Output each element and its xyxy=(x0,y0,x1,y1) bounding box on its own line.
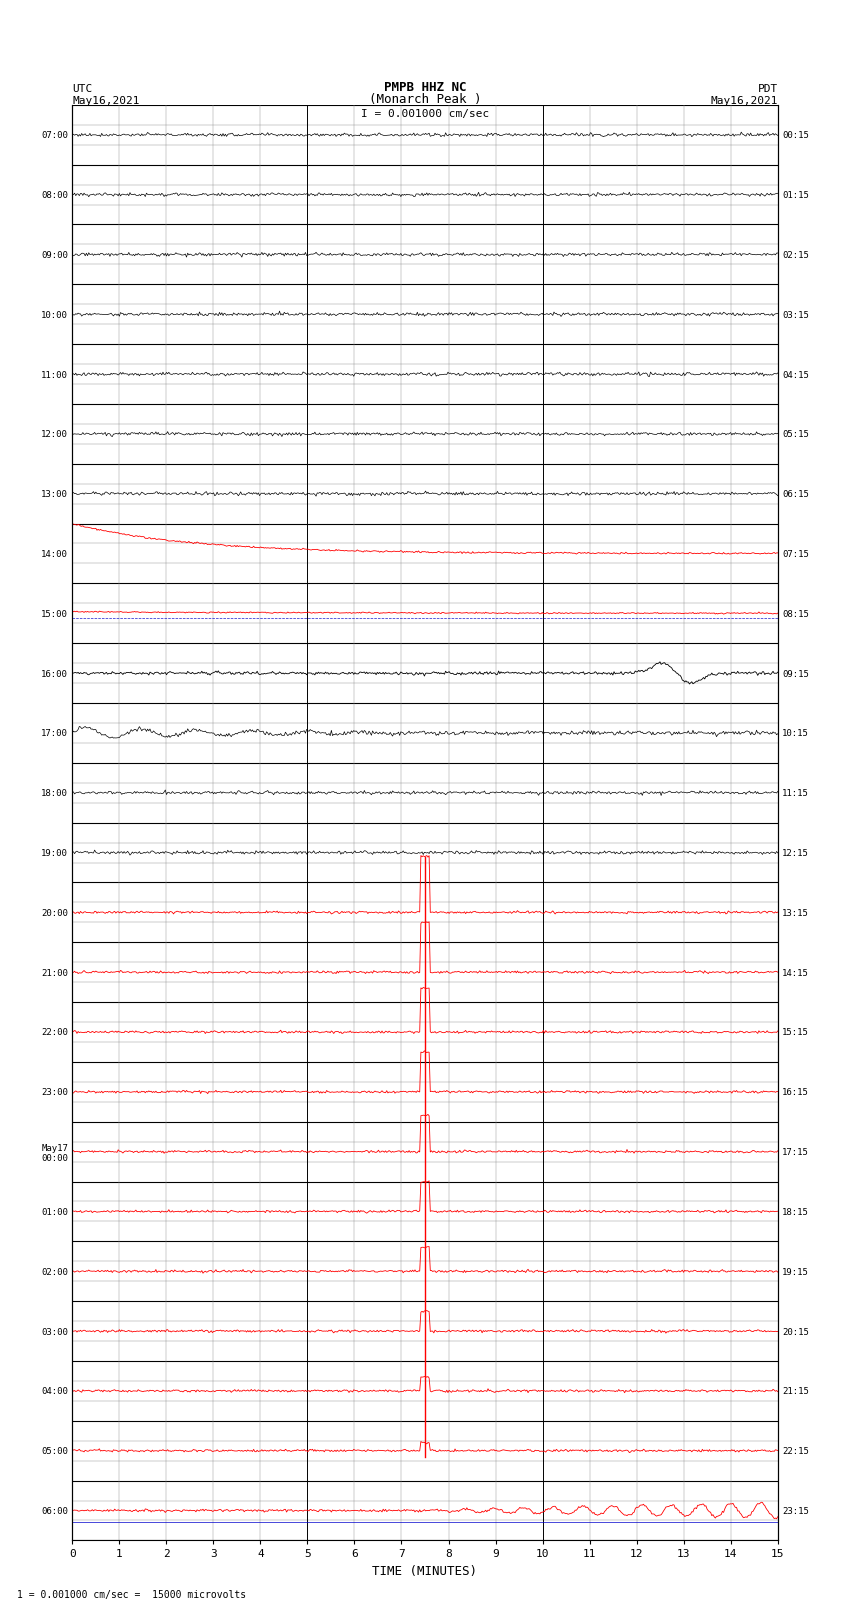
X-axis label: TIME (MINUTES): TIME (MINUTES) xyxy=(372,1565,478,1578)
Text: May16,2021: May16,2021 xyxy=(72,97,139,106)
Text: UTC: UTC xyxy=(72,84,93,94)
Text: 1 = 0.001000 cm/sec =  15000 microvolts: 1 = 0.001000 cm/sec = 15000 microvolts xyxy=(17,1590,246,1600)
Text: PMPB HHZ NC: PMPB HHZ NC xyxy=(383,81,467,94)
Text: PDT: PDT xyxy=(757,84,778,94)
Text: I = 0.001000 cm/sec: I = 0.001000 cm/sec xyxy=(361,108,489,119)
Text: (Monarch Peak ): (Monarch Peak ) xyxy=(369,94,481,106)
Text: May16,2021: May16,2021 xyxy=(711,97,778,106)
